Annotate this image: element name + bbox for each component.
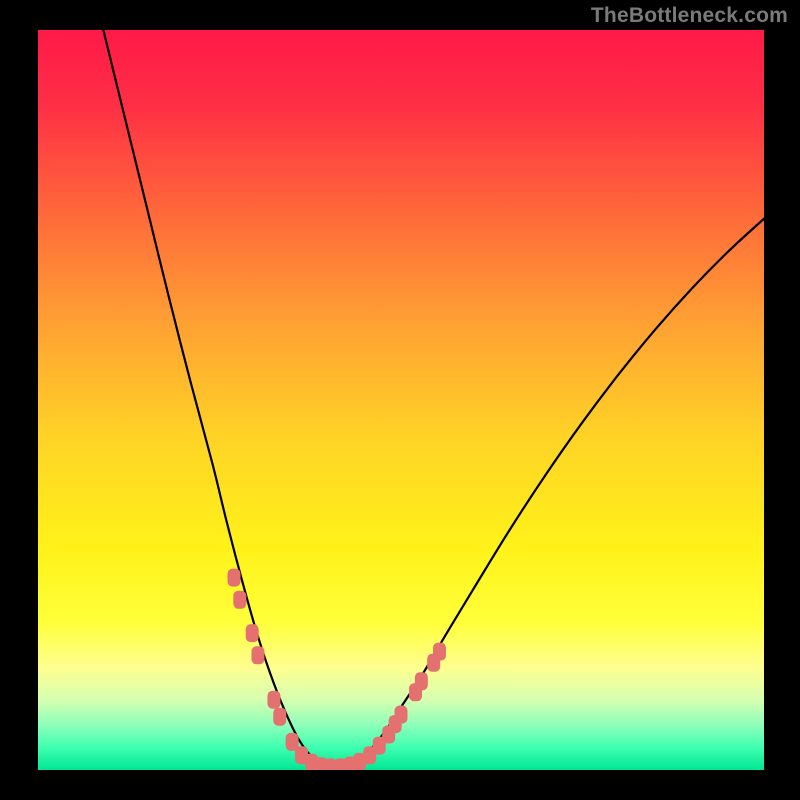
curve-marker bbox=[228, 569, 241, 587]
curve-marker bbox=[251, 646, 264, 664]
curve-marker bbox=[246, 624, 259, 642]
chart-area bbox=[38, 30, 764, 770]
curve-marker bbox=[433, 643, 446, 661]
curve-marker bbox=[233, 591, 246, 609]
chart-background bbox=[38, 30, 764, 770]
chart-svg bbox=[38, 30, 764, 770]
curve-marker bbox=[267, 691, 280, 709]
curve-marker bbox=[273, 708, 286, 726]
curve-marker bbox=[395, 706, 408, 724]
curve-marker bbox=[415, 672, 428, 690]
watermark-text: TheBottleneck.com bbox=[591, 4, 788, 28]
